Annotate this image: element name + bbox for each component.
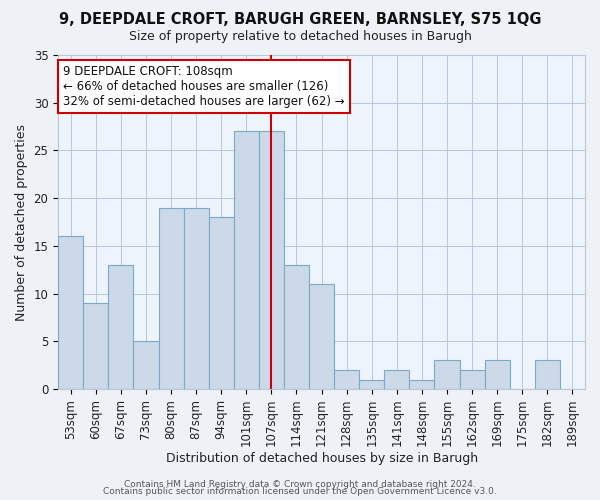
Text: Contains HM Land Registry data © Crown copyright and database right 2024.: Contains HM Land Registry data © Crown c… [124,480,476,489]
Bar [58,236,83,389]
Bar [485,360,510,389]
Bar [334,370,359,389]
Bar [434,360,460,389]
Bar [133,342,158,389]
Bar [83,303,109,389]
Bar [359,380,384,389]
Bar [234,132,259,389]
Text: Contains public sector information licensed under the Open Government Licence v3: Contains public sector information licen… [103,488,497,496]
Bar [184,208,209,389]
Bar [384,370,409,389]
Text: 9 DEEPDALE CROFT: 108sqm
← 66% of detached houses are smaller (126)
32% of semi-: 9 DEEPDALE CROFT: 108sqm ← 66% of detach… [64,65,345,108]
Bar [284,265,309,389]
Bar [158,208,184,389]
Bar [309,284,334,389]
Bar [460,370,485,389]
Bar [109,265,133,389]
Bar [409,380,434,389]
Text: 9, DEEPDALE CROFT, BARUGH GREEN, BARNSLEY, S75 1QG: 9, DEEPDALE CROFT, BARUGH GREEN, BARNSLE… [59,12,541,28]
Bar [209,218,234,389]
X-axis label: Distribution of detached houses by size in Barugh: Distribution of detached houses by size … [166,452,478,465]
Y-axis label: Number of detached properties: Number of detached properties [15,124,28,320]
Bar [535,360,560,389]
Text: Size of property relative to detached houses in Barugh: Size of property relative to detached ho… [128,30,472,43]
Bar [259,132,284,389]
